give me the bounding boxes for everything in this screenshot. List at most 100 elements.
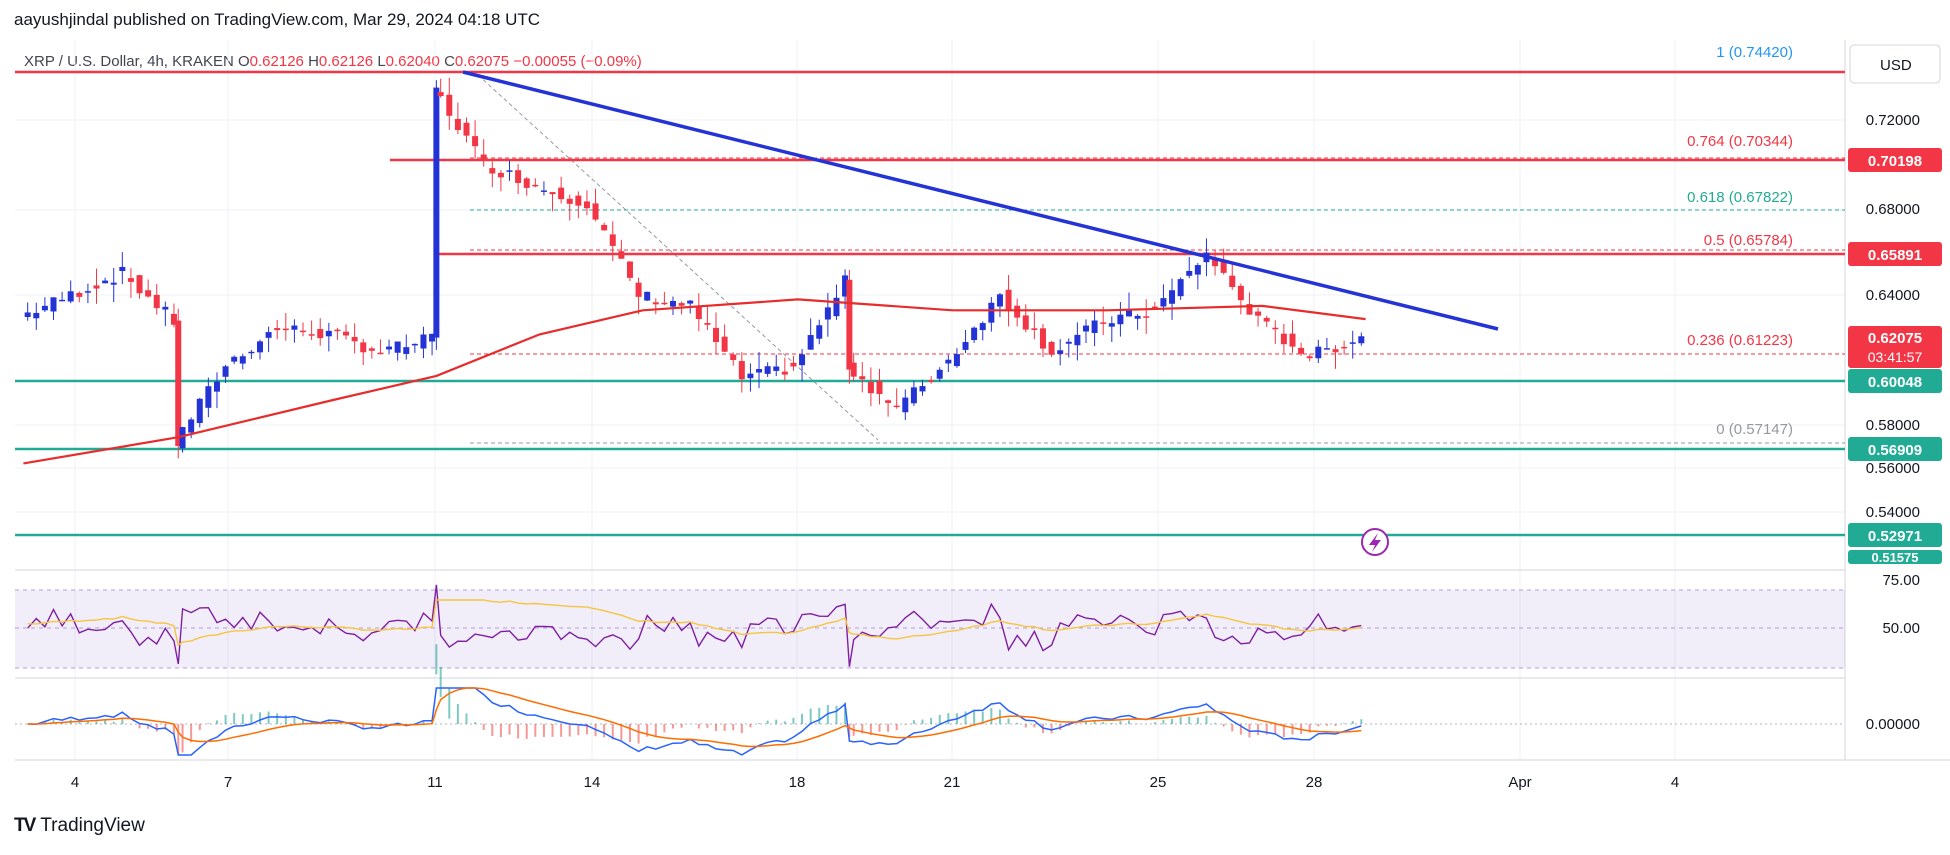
open-value: 0.62126 — [249, 53, 304, 70]
candle-body — [807, 335, 814, 350]
macd-bar — [1205, 715, 1208, 724]
price-badge-05157: 0.51575 — [1848, 550, 1942, 565]
macd-bar — [1050, 724, 1053, 734]
macd-bar — [568, 724, 571, 737]
candle-body — [343, 331, 350, 336]
macd-bar — [121, 717, 124, 724]
candle-body — [1246, 304, 1253, 315]
candle-body — [41, 305, 48, 311]
macd-bar — [422, 720, 425, 724]
price-badge-07019: 0.70198 — [1848, 148, 1942, 172]
candle-body — [824, 307, 831, 320]
macd-histogram — [35, 644, 1363, 754]
macd-bar — [603, 724, 606, 738]
price-tick: 0.58000 — [1866, 417, 1920, 434]
candle-body — [334, 329, 341, 332]
candle-body — [721, 336, 728, 352]
candle-body — [635, 282, 642, 297]
price-tick: 0.64000 — [1866, 287, 1920, 304]
candle-body — [885, 400, 892, 403]
macd-bar — [697, 724, 700, 729]
macd-bar — [715, 724, 718, 731]
macd-bar — [284, 715, 287, 724]
candle-body — [1349, 342, 1356, 344]
macd-bar — [921, 719, 924, 724]
price-chart[interactable]: 1 (0.74420) 0.764 (0.70344) 0.618 (0.678… — [0, 0, 1950, 800]
macd-bar — [474, 722, 477, 724]
lightning-icon[interactable] — [1361, 528, 1389, 556]
candle-body — [162, 306, 169, 310]
candle-body — [1341, 346, 1348, 349]
candle-body — [1194, 265, 1201, 275]
candle-body — [704, 322, 711, 325]
tradingview-brand[interactable]: TV TradingView — [14, 815, 145, 837]
low-value: 0.62040 — [385, 53, 440, 70]
candle-body — [618, 251, 625, 259]
macd-bar — [1317, 724, 1320, 727]
time-label: 21 — [944, 774, 961, 791]
time-label: 25 — [1150, 774, 1167, 791]
macd-bar — [758, 723, 761, 724]
price-badge-06004: 0.60048 — [1848, 369, 1942, 393]
svg-text:0.51575: 0.51575 — [1872, 550, 1919, 565]
macd-bar — [456, 704, 459, 724]
macd-bar — [439, 666, 442, 697]
svg-text:0.70198: 0.70198 — [1868, 153, 1922, 170]
rsi-tick: 75.00 — [1882, 572, 1920, 589]
candle-body — [971, 327, 978, 341]
macd-bar — [887, 724, 890, 732]
time-label: 18 — [789, 774, 806, 791]
candle-body — [790, 362, 797, 367]
candle-body — [644, 291, 651, 301]
candle-body — [1160, 298, 1167, 307]
candle-body — [1332, 349, 1339, 353]
candle-body — [575, 195, 582, 206]
macd-bar — [534, 724, 537, 737]
candle-body — [1323, 348, 1330, 350]
candle-body — [695, 305, 702, 319]
candle-body — [497, 172, 504, 178]
macd-bar — [904, 724, 907, 725]
macd-bar — [663, 724, 666, 733]
candle-body — [833, 297, 840, 317]
macd-bar — [654, 724, 657, 737]
currency-selector[interactable] — [1849, 44, 1941, 84]
candle-body — [59, 299, 66, 302]
macd-bar — [1007, 718, 1010, 724]
candle-body — [24, 312, 31, 318]
macd-bar — [878, 724, 881, 732]
candle-body — [386, 346, 393, 350]
candle-body — [265, 332, 272, 338]
macd-bar — [1033, 724, 1036, 728]
publisher-credit: aayushjindal published on TradingView.co… — [14, 10, 541, 29]
candle-body — [170, 313, 177, 325]
candle-body — [756, 369, 763, 373]
macd-bar — [964, 711, 967, 724]
macd-bar — [1274, 724, 1277, 735]
candle-body — [1117, 314, 1124, 325]
candle-body — [532, 184, 539, 187]
candle-body — [928, 380, 935, 382]
candle-body — [76, 292, 83, 297]
macd-bar — [112, 721, 115, 724]
macd-bar — [1291, 724, 1294, 735]
candle-body — [360, 342, 367, 353]
svg-text:0.65891: 0.65891 — [1868, 247, 1922, 264]
time-label: 7 — [224, 774, 232, 791]
candle-body — [1057, 350, 1064, 354]
currency-label[interactable]: USD — [1880, 57, 1912, 74]
macd-bar — [947, 713, 950, 724]
macd-bar — [362, 724, 365, 730]
symbol-legend: XRP / U.S. Dollar, 4h, KRAKEN O0.62126 H… — [24, 53, 642, 70]
macd-bar — [848, 724, 851, 738]
candle-body — [945, 359, 952, 364]
price-tick: 0.68000 — [1866, 201, 1920, 218]
candle-body — [1298, 347, 1305, 354]
candle-body — [936, 369, 943, 379]
macd-bar — [585, 724, 588, 735]
macd-bar — [224, 715, 227, 724]
candle-body — [84, 291, 91, 293]
fib-label-0618: 0.618 (0.67822) — [1687, 189, 1793, 206]
candle-body — [1237, 285, 1244, 301]
time-label: 11 — [427, 774, 443, 791]
